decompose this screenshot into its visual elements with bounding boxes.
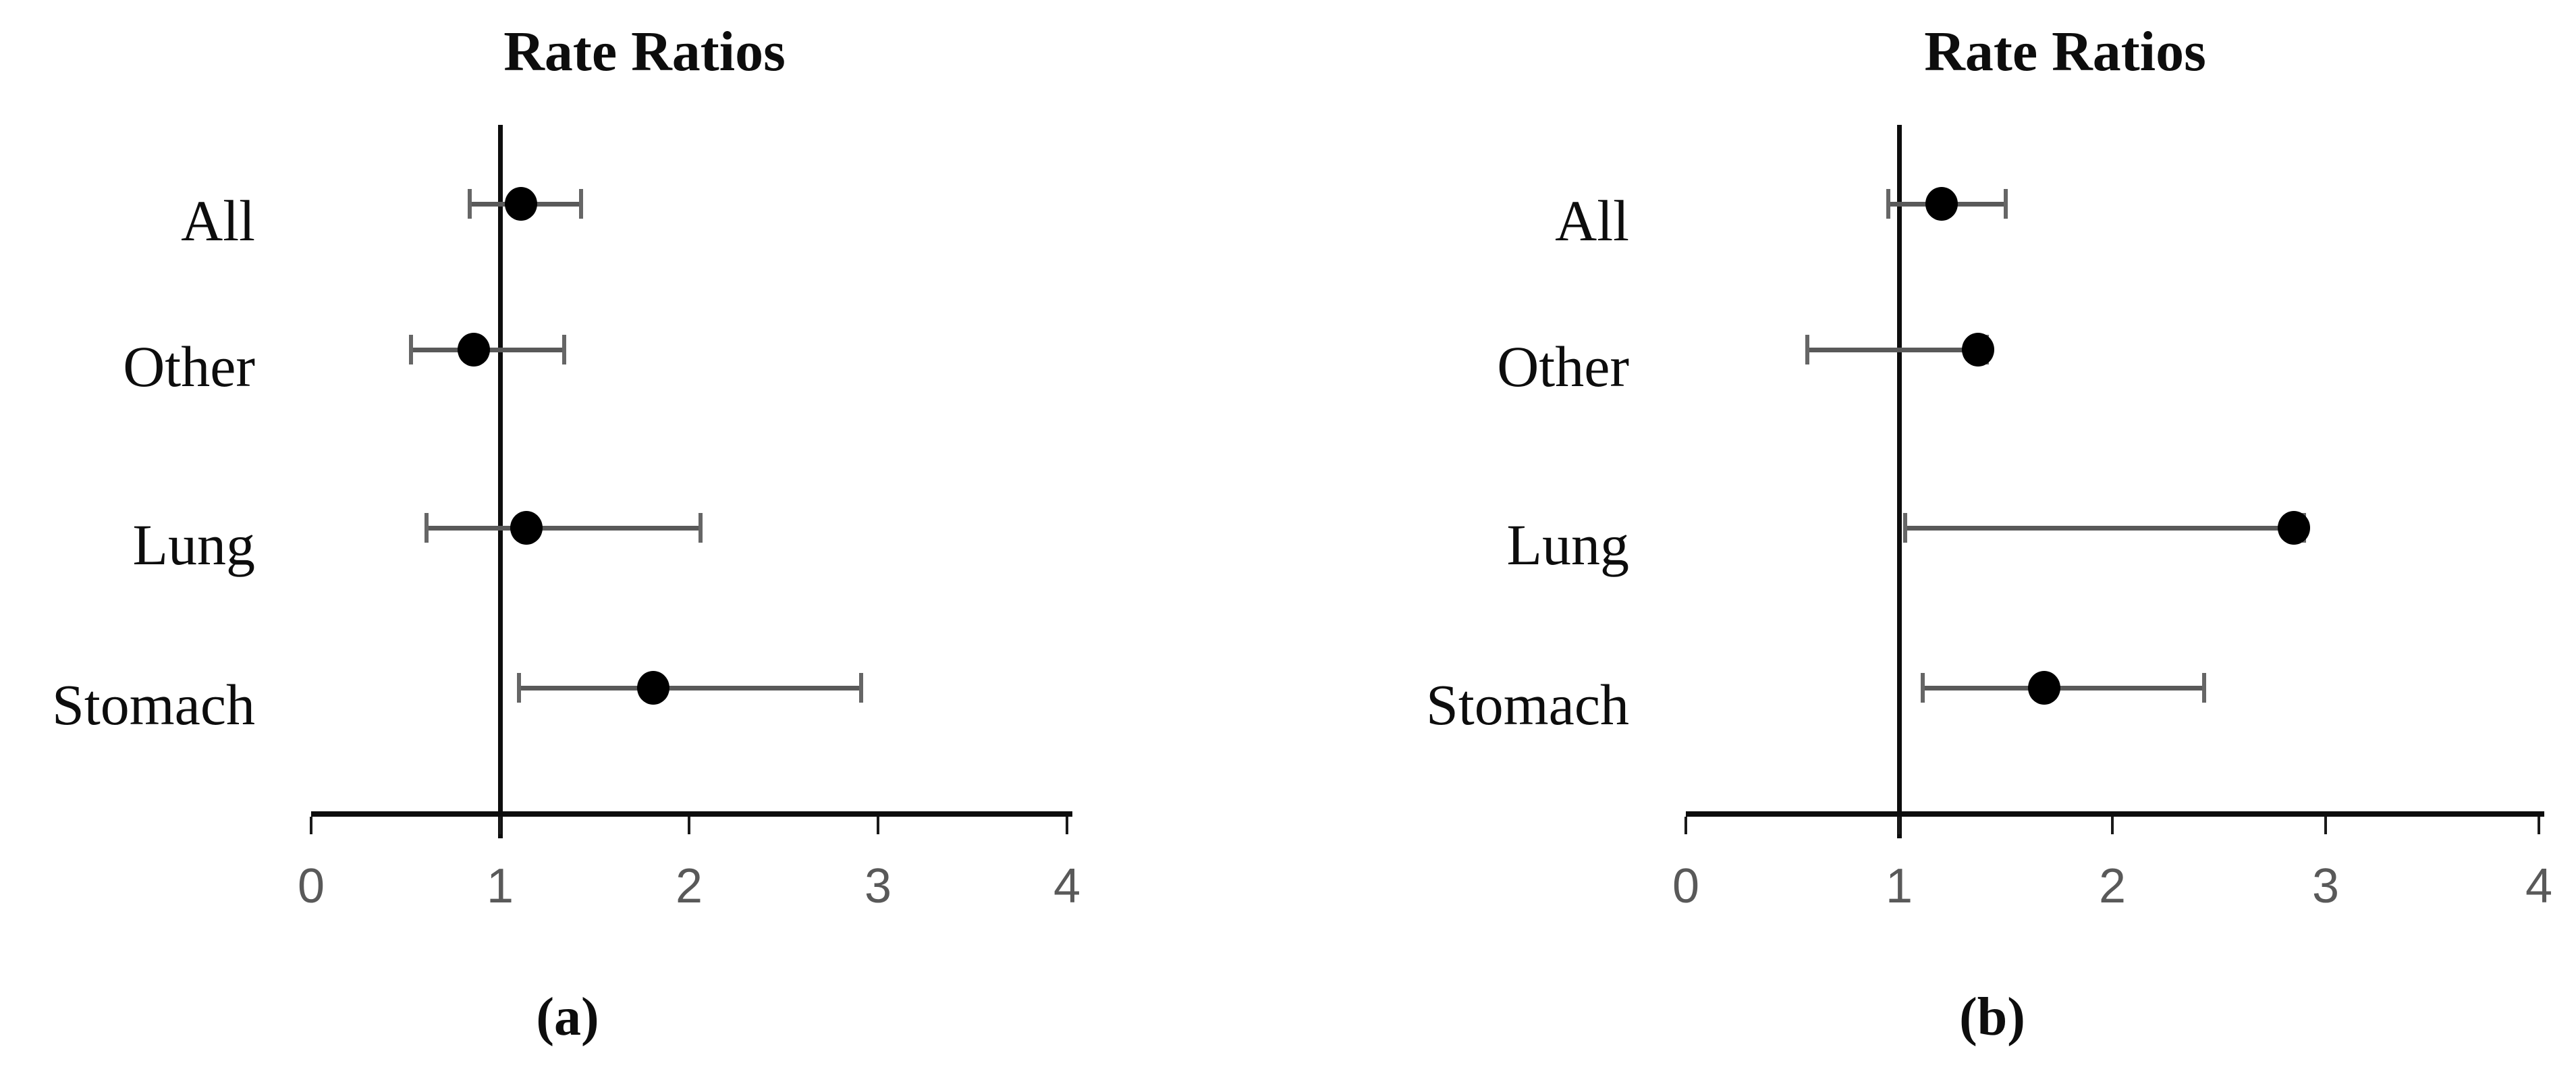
- data-point-marker: [504, 187, 537, 221]
- x-axis-tick-label: 0: [297, 859, 325, 913]
- category-label: Lung: [132, 512, 255, 577]
- x-axis-tick-label: 0: [1672, 859, 1700, 913]
- category-label: Other: [1497, 334, 1629, 399]
- x-axis-tick-label: 3: [864, 859, 892, 913]
- chart-title: Rate Ratios: [1924, 20, 2206, 83]
- x-axis-tick-label: 3: [2311, 859, 2340, 913]
- error-bar-cap-right: [858, 673, 863, 703]
- error-bar-cap-left: [409, 335, 414, 364]
- error-bar: [1922, 685, 2204, 690]
- category-label: All: [1555, 188, 1629, 253]
- category-label: Lung: [1506, 512, 1629, 577]
- error-bar-cap-right: [562, 335, 567, 364]
- data-point-marker: [457, 333, 490, 367]
- error-bar-cap-right: [579, 189, 584, 219]
- x-axis-tick-label: 4: [1053, 859, 1081, 913]
- error-bar-cap-left: [1805, 335, 1810, 364]
- data-point-marker: [1925, 187, 1958, 221]
- x-axis-tick-label: 1: [486, 859, 514, 913]
- chart-title: Rate Ratios: [503, 20, 786, 83]
- x-axis-tick: [310, 817, 312, 834]
- x-axis-tick-label: 2: [2098, 859, 2127, 913]
- x-axis-tick: [499, 817, 501, 834]
- x-axis-line: [1686, 811, 2544, 817]
- error-bar-cap-left: [1920, 673, 1925, 703]
- error-bar-cap-right: [2201, 673, 2206, 703]
- data-point-marker: [2027, 671, 2060, 705]
- category-label: Stomach: [1426, 672, 1629, 737]
- error-bar-cap-right: [2004, 189, 2008, 219]
- error-bar: [519, 685, 861, 690]
- data-point-marker: [636, 671, 669, 705]
- error-bar-cap-left: [424, 513, 429, 543]
- x-axis-tick: [1684, 817, 1687, 834]
- data-point-marker: [510, 511, 543, 545]
- panel-caption: (b): [1959, 987, 2025, 1047]
- category-label: Other: [123, 334, 255, 399]
- x-axis-tick-label: 1: [1885, 859, 1913, 913]
- x-axis-tick: [877, 817, 879, 834]
- x-axis-tick: [2538, 817, 2540, 834]
- x-axis-tick: [1066, 817, 1068, 834]
- x-axis-tick: [1898, 817, 1900, 834]
- x-axis-tick: [2324, 817, 2327, 834]
- category-label: All: [181, 188, 255, 253]
- data-point-marker: [2277, 511, 2310, 545]
- reference-line: [497, 125, 503, 838]
- reference-line: [1896, 125, 1902, 838]
- error-bar: [1807, 347, 1987, 352]
- x-axis-tick: [2111, 817, 2114, 834]
- error-bar-cap-left: [517, 673, 521, 703]
- x-axis-tick-label: 4: [2525, 859, 2553, 913]
- error-bar-cap-left: [468, 189, 472, 219]
- error-bar: [1905, 525, 2305, 531]
- category-label: Stomach: [52, 672, 255, 737]
- data-point-marker: [1961, 333, 1994, 367]
- error-bar-cap-left: [1903, 513, 1908, 543]
- error-bar-cap-right: [698, 513, 703, 543]
- x-axis-tick-label: 2: [675, 859, 703, 913]
- error-bar: [426, 525, 701, 531]
- x-axis-line: [311, 811, 1072, 817]
- error-bar-cap-left: [1886, 189, 1891, 219]
- panel-caption: (a): [536, 987, 599, 1047]
- x-axis-tick: [688, 817, 690, 834]
